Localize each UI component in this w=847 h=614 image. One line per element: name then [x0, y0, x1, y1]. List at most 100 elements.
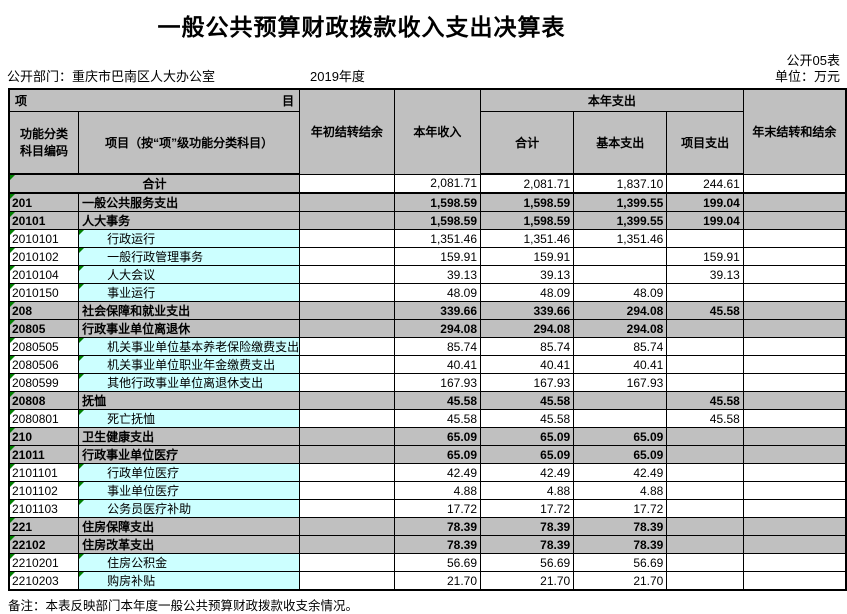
cell-exp-project: [666, 283, 744, 302]
cell-exp-total: 78.39: [479, 517, 575, 536]
flag-triangle-icon: [10, 266, 15, 271]
table-row: 2010104 人大会议 39.13 39.13 39.13: [8, 265, 847, 284]
cell-income: 159.91: [393, 247, 482, 266]
flag-triangle-icon: [10, 572, 15, 577]
cell-code: 2010150: [8, 283, 80, 302]
header-item: 项 目: [8, 88, 301, 112]
cell-name: 购房补贴: [78, 571, 301, 591]
cell-end-balance: [742, 283, 847, 302]
cell-exp-total: 39.13: [479, 265, 575, 284]
cell-name: 住房公积金: [78, 553, 301, 572]
cell-code: 2101101: [8, 463, 80, 482]
fiscal-year-label: 2019年度: [310, 69, 365, 84]
flag-triangle-icon: [79, 464, 85, 469]
flag-triangle-icon: [10, 302, 15, 307]
flag-triangle-icon: [10, 374, 15, 379]
cell-begin-balance: [299, 211, 395, 230]
cell-end-balance: [742, 301, 847, 320]
table-row: 2080801 死亡抚恤 45.58 45.58 45.58: [8, 409, 847, 428]
cell-name: 机关事业单位基本养老保险缴费支出: [78, 337, 301, 356]
header-item-right: 目: [282, 93, 295, 108]
cell-income: 294.08: [393, 319, 482, 338]
cell-exp-project: 199.04: [666, 192, 744, 212]
cell-code: 2080599: [8, 373, 80, 392]
cell-exp-project: [666, 319, 744, 338]
cell-income: 40.41: [393, 355, 482, 374]
cell-exp-total: 42.49: [479, 463, 575, 482]
flag-triangle-icon: [10, 410, 15, 415]
meta-bar: 公开部门：重庆市巴南区人大办公室 2019年度 公开05表 单位：万元: [0, 42, 847, 86]
cell-name: 其他行政事业单位离退休支出: [78, 373, 301, 392]
cell-exp-basic: 65.09: [573, 427, 668, 446]
cell-name: 抚恤: [78, 391, 301, 410]
cell-exp-basic: 78.39: [573, 517, 668, 536]
cell-income: 65.09: [393, 427, 482, 446]
cell-exp-basic: 1,837.10: [573, 173, 668, 194]
cell-begin-balance: [299, 499, 395, 518]
cell-exp-project: [666, 517, 744, 536]
cell-income: 45.58: [393, 391, 482, 410]
cell-exp-total: 1,598.59: [479, 211, 575, 230]
cell-exp-basic: [573, 409, 668, 428]
cell-name: 一般行政管理事务: [78, 247, 301, 266]
table-row: 20805 行政事业单位离退休 294.08 294.08 294.08: [8, 319, 847, 338]
cell-begin-balance: [299, 192, 395, 212]
cell-end-balance: [742, 535, 847, 554]
flag-triangle-icon: [10, 536, 15, 541]
flag-triangle-icon: [10, 284, 15, 289]
table-row: 20101 人大事务 1,598.59 1,598.59 1,399.55 199.04: [8, 211, 847, 230]
cell-exp-total: 4.88: [479, 481, 575, 500]
header-code: 功能分类科目编码: [8, 110, 80, 175]
cell-exp-basic: 85.74: [573, 337, 668, 356]
header-income: 本年收入: [393, 88, 482, 175]
flag-triangle-icon: [10, 212, 15, 217]
cell-code: 210: [8, 427, 80, 446]
cell-name: 死亡抚恤: [78, 409, 301, 428]
cell-code: 2010101: [8, 229, 80, 248]
table-row: 合计 2,081.71 2,081.71 1,837.10 244.61: [8, 173, 847, 194]
table-row: 20808 抚恤 45.58 45.58 45.58: [8, 391, 847, 410]
cell-income: 17.72: [393, 499, 482, 518]
cell-end-balance: [742, 409, 847, 428]
cell-begin-balance: [299, 265, 395, 284]
cell-code: 20101: [8, 211, 80, 230]
flag-triangle-icon: [10, 428, 15, 433]
flag-triangle-icon: [79, 266, 85, 271]
cell-income: 1,598.59: [393, 192, 482, 212]
table-row: 21011 行政事业单位医疗 65.09 65.09 65.09: [8, 445, 847, 464]
cell-exp-total: 65.09: [479, 427, 575, 446]
cell-income: 78.39: [393, 517, 482, 536]
flag-triangle-icon: [79, 356, 85, 361]
table-row: 2080506 机关事业单位职业年金缴费支出 40.41 40.41 40.41: [8, 355, 847, 374]
cell-end-balance: [742, 211, 847, 230]
cell-begin-balance: [299, 319, 395, 338]
flag-triangle-icon: [10, 194, 15, 199]
flag-triangle-icon: [79, 554, 85, 559]
cell-exp-total: 78.39: [479, 535, 575, 554]
flag-triangle-icon: [79, 284, 85, 289]
cell-name: 事业运行: [78, 283, 301, 302]
cell-end-balance: [742, 337, 847, 356]
table-code-label: 公开05表: [786, 53, 840, 68]
cell-code: 2080506: [8, 355, 80, 374]
unit-label: 单位：万元: [774, 69, 840, 84]
cell-begin-balance: [299, 247, 395, 266]
table-row: 2080505 机关事业单位基本养老保险缴费支出 85.74 85.74 85.74: [8, 337, 847, 356]
cell-exp-project: 45.58: [666, 409, 744, 428]
cell-end-balance: [742, 173, 847, 194]
cell-income: 39.13: [393, 265, 482, 284]
flag-triangle-icon: [79, 230, 85, 235]
cell-end-balance: [742, 571, 847, 591]
cell-exp-total: 17.72: [479, 499, 575, 518]
table-row: 2210201 住房公积金 56.69 56.69 56.69: [8, 553, 847, 572]
cell-name: 一般公共服务支出: [78, 192, 301, 212]
cell-exp-project: [666, 337, 744, 356]
cell-exp-project: [666, 229, 744, 248]
flag-triangle-icon: [10, 320, 15, 325]
table-row: 2080599 其他行政事业单位离退休支出 167.93 167.93 167.93: [8, 373, 847, 392]
flag-triangle-icon: [79, 572, 85, 577]
cell-exp-project: 45.58: [666, 301, 744, 320]
header-exp-basic: 基本支出: [573, 110, 668, 175]
cell-exp-total: 1,598.59: [479, 192, 575, 212]
cell-end-balance: [742, 265, 847, 284]
